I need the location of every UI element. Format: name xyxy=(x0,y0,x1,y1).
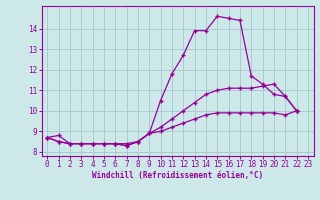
X-axis label: Windchill (Refroidissement éolien,°C): Windchill (Refroidissement éolien,°C) xyxy=(92,171,263,180)
